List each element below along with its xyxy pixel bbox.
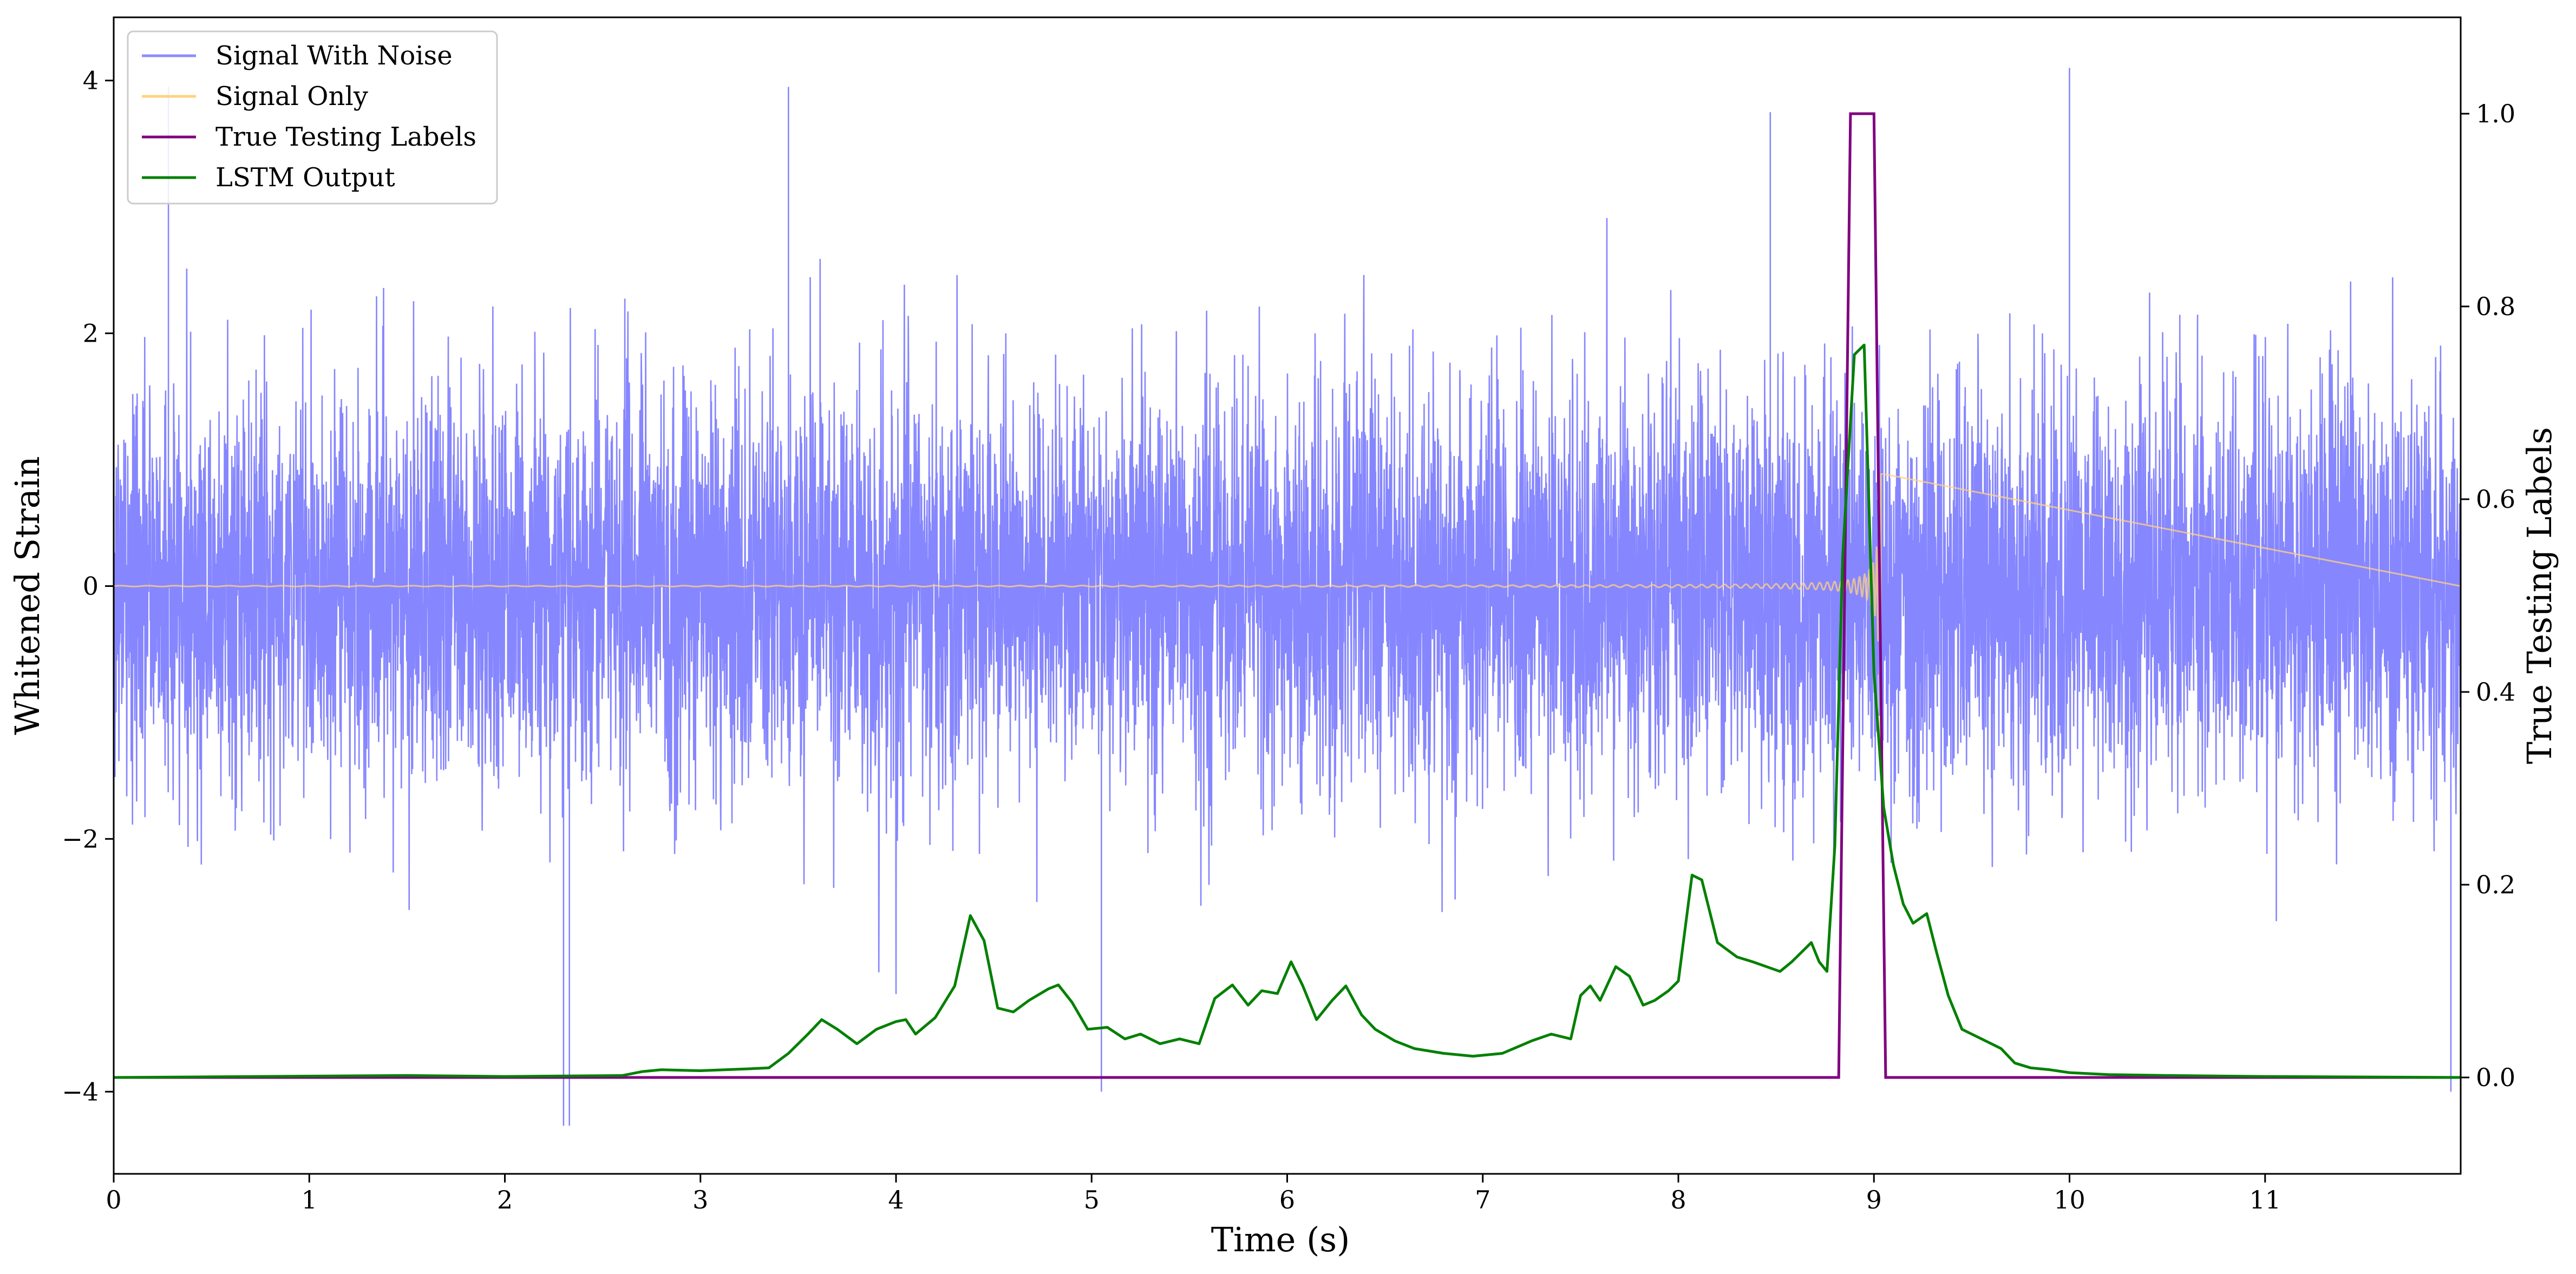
true-testing-labels-line bbox=[114, 112, 2461, 1079]
signal-with-noise-trace bbox=[114, 68, 2461, 1126]
x-tick-label: 9 bbox=[1866, 1185, 1882, 1214]
signal-only-line bbox=[114, 473, 2461, 742]
x-axis-label: Time (s) bbox=[1211, 1220, 1350, 1259]
x-tick-label: 8 bbox=[1670, 1185, 1686, 1214]
legend-label-true-testing-labels: True Testing Labels bbox=[215, 122, 476, 152]
y-tick-label-left: −2 bbox=[62, 824, 99, 853]
y-tick-label-right: 0.2 bbox=[2476, 870, 2515, 899]
x-tick-label: 6 bbox=[1279, 1185, 1295, 1214]
y-tick-label-right: 0.8 bbox=[2476, 292, 2515, 321]
signal-only-trace bbox=[114, 473, 2461, 742]
y-tick-label-right: 0.6 bbox=[2476, 485, 2515, 514]
y-tick-label-left: −4 bbox=[62, 1077, 99, 1106]
x-axis: 0 1 2 3 4 5 6 7 8 9 10 11 bbox=[106, 1174, 2281, 1214]
y-tick-label-right: 1.0 bbox=[2476, 99, 2515, 128]
y-tick-label-left: 0 bbox=[83, 571, 99, 600]
legend-label-lstm-output: LSTM Output bbox=[215, 162, 395, 193]
x-tick-label: 5 bbox=[1084, 1185, 1100, 1214]
x-tick-label: 1 bbox=[302, 1185, 317, 1214]
x-tick-label: 11 bbox=[2249, 1185, 2281, 1214]
y-axis-left-label: Whitened Strain bbox=[8, 456, 47, 735]
y-axis-right-label: True Testing Labels bbox=[2520, 427, 2559, 765]
legend: Signal With Noise Signal Only True Testi… bbox=[127, 30, 498, 205]
y-axis-left: −4 −2 0 2 4 bbox=[62, 66, 114, 1106]
true-testing-labels-trace bbox=[114, 112, 2461, 1079]
y-tick-label-right: 0.0 bbox=[2476, 1063, 2515, 1092]
y-axis-right: 0.0 0.2 0.4 0.6 0.8 1.0 bbox=[2461, 99, 2515, 1092]
y-tick-label-right: 0.4 bbox=[2476, 677, 2515, 707]
lstm-output-trace bbox=[114, 343, 2461, 1079]
lstm-output-line bbox=[114, 343, 2461, 1079]
x-tick-label: 3 bbox=[692, 1185, 708, 1214]
signal-with-noise-line bbox=[114, 68, 2461, 1126]
y-tick-label-left: 2 bbox=[83, 319, 99, 348]
x-tick-label: 4 bbox=[888, 1185, 904, 1214]
legend-box bbox=[127, 30, 498, 205]
legend-label-signal-with-noise: Signal With Noise bbox=[215, 41, 453, 71]
x-tick-label: 2 bbox=[497, 1185, 513, 1214]
x-tick-label: 10 bbox=[2054, 1185, 2085, 1214]
y-tick-label-left: 4 bbox=[83, 66, 99, 95]
legend-label-signal-only: Signal Only bbox=[215, 81, 368, 112]
x-tick-label: 7 bbox=[1475, 1185, 1490, 1214]
x-tick-label: 0 bbox=[106, 1185, 121, 1214]
